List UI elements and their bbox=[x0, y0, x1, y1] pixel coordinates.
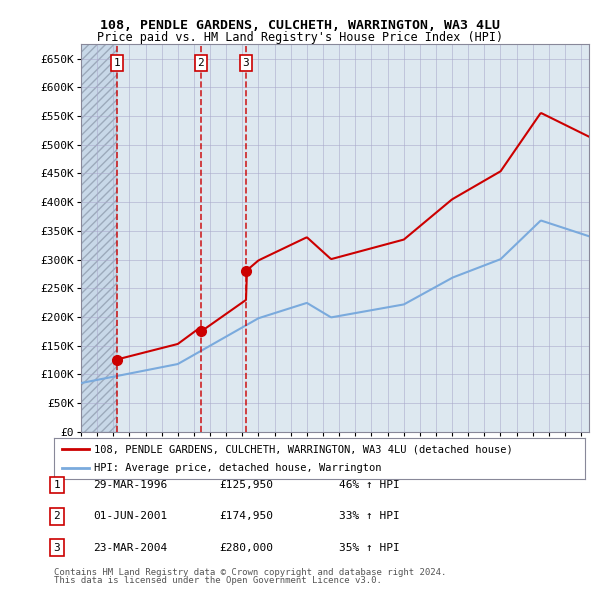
Text: 3: 3 bbox=[242, 58, 250, 68]
Bar bbox=[81, 44, 117, 432]
Text: 01-JUN-2001: 01-JUN-2001 bbox=[93, 512, 167, 521]
Text: 46% ↑ HPI: 46% ↑ HPI bbox=[339, 480, 400, 490]
Text: 33% ↑ HPI: 33% ↑ HPI bbox=[339, 512, 400, 521]
Text: 35% ↑ HPI: 35% ↑ HPI bbox=[339, 543, 400, 552]
Text: This data is licensed under the Open Government Licence v3.0.: This data is licensed under the Open Gov… bbox=[54, 576, 382, 585]
Text: Price paid vs. HM Land Registry's House Price Index (HPI): Price paid vs. HM Land Registry's House … bbox=[97, 31, 503, 44]
Text: £280,000: £280,000 bbox=[219, 543, 273, 552]
Text: 2: 2 bbox=[197, 58, 204, 68]
Text: 2: 2 bbox=[53, 512, 61, 521]
Text: 1: 1 bbox=[114, 58, 121, 68]
Text: 108, PENDLE GARDENS, CULCHETH, WARRINGTON, WA3 4LU: 108, PENDLE GARDENS, CULCHETH, WARRINGTO… bbox=[100, 19, 500, 32]
Text: 29-MAR-1996: 29-MAR-1996 bbox=[93, 480, 167, 490]
Text: HPI: Average price, detached house, Warrington: HPI: Average price, detached house, Warr… bbox=[94, 463, 382, 473]
Text: £125,950: £125,950 bbox=[219, 480, 273, 490]
Text: 23-MAR-2004: 23-MAR-2004 bbox=[93, 543, 167, 552]
Text: 3: 3 bbox=[53, 543, 61, 552]
Text: 1: 1 bbox=[53, 480, 61, 490]
Text: 108, PENDLE GARDENS, CULCHETH, WARRINGTON, WA3 4LU (detached house): 108, PENDLE GARDENS, CULCHETH, WARRINGTO… bbox=[94, 444, 512, 454]
Text: Contains HM Land Registry data © Crown copyright and database right 2024.: Contains HM Land Registry data © Crown c… bbox=[54, 568, 446, 577]
Bar bbox=[81, 44, 117, 432]
Text: £174,950: £174,950 bbox=[219, 512, 273, 521]
